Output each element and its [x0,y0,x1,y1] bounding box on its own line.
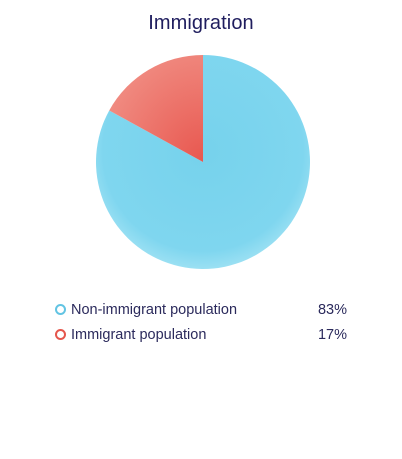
pie-svg [96,55,310,269]
legend-marker-circle-icon [55,329,66,340]
slice-immigrant[interactable] [109,55,203,162]
legend-item-immigrant[interactable]: Immigrant population 17% [55,322,347,347]
legend-value: 17% [317,326,347,343]
legend-item-non-immigrant[interactable]: Non-immigrant population 83% [55,297,347,322]
legend-value: 83% [317,301,347,318]
chart-legend: Non-immigrant population 83% Immigrant p… [55,297,347,347]
pie-chart [94,54,312,272]
legend-label: Non-immigrant population [71,301,238,318]
legend-marker-circle-icon [55,304,66,315]
chart-title: Immigration [148,12,254,34]
legend-label: Immigrant population [71,326,207,343]
